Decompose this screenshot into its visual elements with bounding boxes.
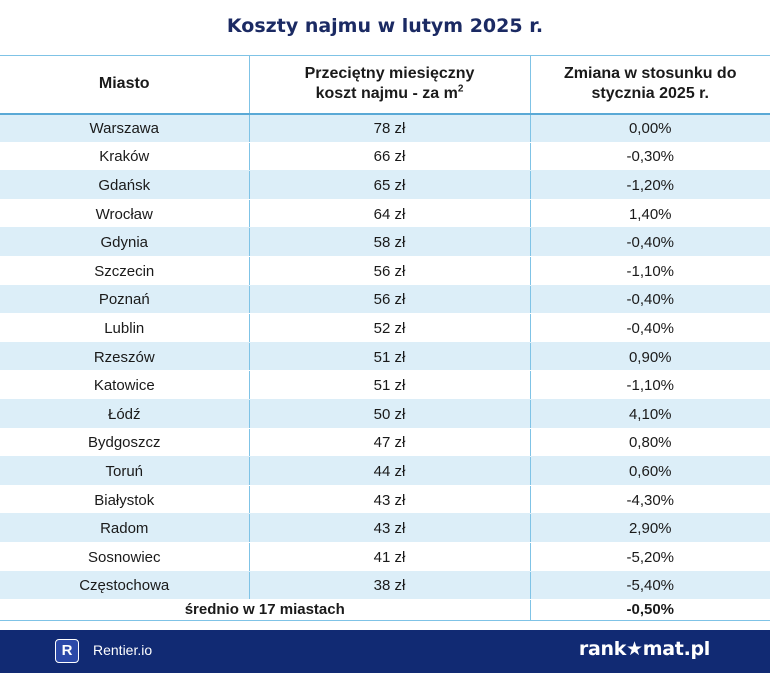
table-row: Łódź 50 zł 4,10%: [0, 399, 770, 429]
cell-city: Katowice: [0, 370, 249, 400]
cell-cost: 56 zł: [248, 285, 530, 315]
rentier-logo-icon: R: [55, 639, 79, 663]
cell-city: Sosnowiec: [0, 542, 249, 572]
table-row: Szczecin 56 zł -1,10%: [0, 256, 770, 286]
header-change: Zmiana w stosunku do stycznia 2025 r.: [529, 55, 770, 115]
cell-change: -0,40%: [529, 285, 770, 315]
header-avg-cost-line1: Przeciętny miesięczny: [304, 65, 475, 83]
table-row: Białystok 43 zł -4,30%: [0, 485, 770, 515]
cell-cost: 43 zł: [248, 513, 530, 543]
cell-cost: 51 zł: [248, 342, 530, 372]
cell-cost: 65 zł: [248, 170, 530, 200]
cell-cost: 64 zł: [248, 199, 530, 229]
cell-city: Kraków: [0, 142, 249, 172]
table-row: Gdańsk 65 zł -1,20%: [0, 170, 770, 200]
cell-change: 0,90%: [529, 342, 770, 372]
table-header-row: Miasto Przeciętny miesięczny koszt najmu…: [0, 55, 770, 115]
cell-change: 2,90%: [529, 513, 770, 543]
table-row: Wrocław 64 zł 1,40%: [0, 199, 770, 229]
cell-city: Częstochowa: [0, 571, 249, 601]
table-row: Sosnowiec 41 zł -5,20%: [0, 542, 770, 572]
summary-row: średnio w 17 miastach -0,50%: [0, 599, 770, 622]
cell-city: Gdańsk: [0, 170, 249, 200]
cell-cost: 66 zł: [248, 142, 530, 172]
cell-change: -0,40%: [529, 227, 770, 257]
table-row: Katowice 51 zł -1,10%: [0, 370, 770, 400]
cell-cost: 51 zł: [248, 370, 530, 400]
cell-city: Gdynia: [0, 227, 249, 257]
header-avg-cost-line2: koszt najmu - za m: [315, 85, 458, 103]
table-row: Gdynia 58 zł -0,40%: [0, 227, 770, 257]
cell-change: 4,10%: [529, 399, 770, 429]
header-avg-cost: Przeciętny miesięczny koszt najmu - za m…: [248, 55, 530, 115]
cell-change: -1,10%: [529, 370, 770, 400]
cell-cost: 41 zł: [248, 542, 530, 572]
cell-change: 1,40%: [529, 199, 770, 229]
cell-city: Wrocław: [0, 199, 249, 229]
cell-cost: 50 zł: [248, 399, 530, 429]
summary-label: średnio w 17 miastach: [0, 599, 530, 622]
cell-cost: 38 zł: [248, 571, 530, 601]
rankomat-logo: rank★mat.pl: [578, 638, 710, 660]
cell-change: -1,20%: [529, 170, 770, 200]
cell-city: Poznań: [0, 285, 249, 315]
header-change-line1: Zmiana w stosunku do: [564, 65, 737, 83]
cell-city: Warszawa: [0, 113, 249, 143]
table-row: Kraków 66 zł -0,30%: [0, 142, 770, 172]
table-row: Bydgoszcz 47 zł 0,80%: [0, 428, 770, 458]
header-avg-cost-sup: 2: [457, 83, 464, 95]
cell-cost: 47 zł: [248, 428, 530, 458]
cell-cost: 52 zł: [248, 313, 530, 343]
table-row: Rzeszów 51 zł 0,90%: [0, 342, 770, 372]
cell-cost: 56 zł: [248, 256, 530, 286]
table-row: Lublin 52 zł -0,40%: [0, 313, 770, 343]
footer-bar: R Rentier.io rank★mat.pl: [0, 630, 770, 673]
cell-city: Łódź: [0, 399, 249, 429]
cell-change: -5,20%: [529, 542, 770, 572]
cell-city: Radom: [0, 513, 249, 543]
cell-change: 0,00%: [529, 113, 770, 143]
table-row: Warszawa 78 zł 0,00%: [0, 113, 770, 143]
table-row: Toruń 44 zł 0,60%: [0, 456, 770, 486]
cell-cost: 44 zł: [248, 456, 530, 486]
cell-cost: 43 zł: [248, 485, 530, 515]
cell-city: Szczecin: [0, 256, 249, 286]
cell-change: -0,30%: [529, 142, 770, 172]
summary-change: -0,50%: [529, 599, 770, 622]
cell-change: -0,40%: [529, 313, 770, 343]
rentier-brand-name: Rentier.io: [93, 642, 153, 658]
cell-change: -1,10%: [529, 256, 770, 286]
page-title: Koszty najmu w lutym 2025 r.: [226, 15, 544, 37]
table-row: Radom 43 zł 2,90%: [0, 513, 770, 543]
cell-city: Rzeszów: [0, 342, 249, 372]
cell-change: -4,30%: [529, 485, 770, 515]
table-row: Częstochowa 38 zł -5,40%: [0, 571, 770, 601]
table-row: Poznań 56 zł -0,40%: [0, 285, 770, 315]
cell-change: -5,40%: [529, 571, 770, 601]
cell-city: Lublin: [0, 313, 249, 343]
header-city: Miasto: [0, 55, 249, 115]
header-change-line2: stycznia 2025 r.: [591, 85, 709, 103]
cell-cost: 58 zł: [248, 227, 530, 257]
cell-cost: 78 zł: [248, 113, 530, 143]
cell-city: Bydgoszcz: [0, 428, 249, 458]
cell-city: Białystok: [0, 485, 249, 515]
cell-city: Toruń: [0, 456, 249, 486]
cell-change: 0,60%: [529, 456, 770, 486]
cell-change: 0,80%: [529, 428, 770, 458]
rent-cost-table: Miasto Przeciętny miesięczny koszt najmu…: [0, 55, 770, 622]
